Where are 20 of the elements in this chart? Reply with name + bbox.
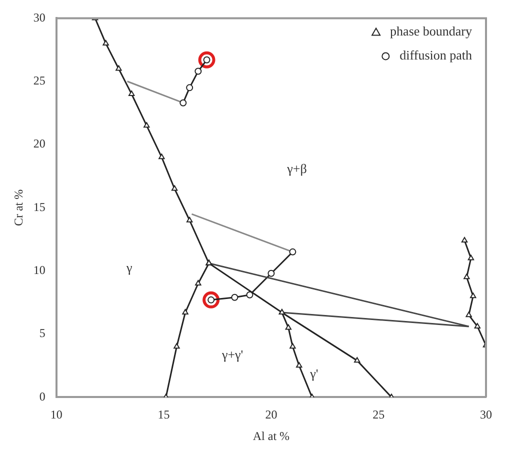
x-tick-label: 15 xyxy=(158,408,170,422)
y-tick-label: 0 xyxy=(39,389,46,404)
annotation: γ' xyxy=(309,366,318,381)
y-tick-label: 25 xyxy=(33,74,46,88)
annotation: γ xyxy=(126,260,133,275)
x-tick-label: 25 xyxy=(372,408,385,422)
y-tick-label: 15 xyxy=(33,200,46,214)
x-tick-label: 10 xyxy=(50,408,62,422)
y-axis-title: Cr at % xyxy=(11,189,26,226)
annotation: γ+β xyxy=(286,161,308,176)
y-tick-label: 20 xyxy=(33,136,46,151)
annotation: γ+γ' xyxy=(220,346,244,362)
x-axis-title: Al at % xyxy=(252,428,290,443)
y-tick-label: 10 xyxy=(33,263,46,278)
y-tick-label: 30 xyxy=(33,10,46,24)
legend-label: phase boundary xyxy=(390,24,472,39)
x-tick-label: 30 xyxy=(480,408,492,422)
x-tick-label: 20 xyxy=(265,408,278,422)
y-tick-label: 5 xyxy=(39,326,46,340)
legend-label: diffusion path xyxy=(400,48,472,63)
